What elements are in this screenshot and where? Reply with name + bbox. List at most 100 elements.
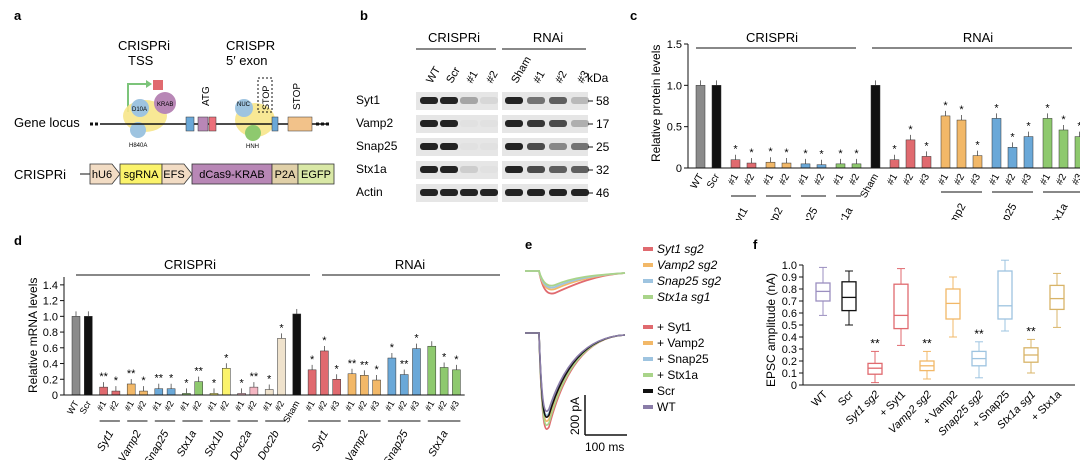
legend-label: Scr	[657, 384, 675, 398]
blot-lane-7: #3	[575, 69, 592, 86]
legend-swatch	[643, 295, 653, 299]
construct-map: hU6 sgRNA EFS dCas9-KRAB P2A EGFP	[89, 163, 335, 185]
bar-label: #3	[408, 399, 422, 413]
d-group-rnai: RNAi	[395, 257, 425, 272]
bar	[1007, 147, 1018, 169]
significance-star: *	[454, 354, 459, 366]
blot-band	[571, 143, 589, 150]
bar-label: #1	[95, 399, 109, 413]
y-tick-label: 0	[676, 163, 682, 175]
d-sublabel: Stx1a	[175, 429, 199, 459]
bar-label: #2	[901, 172, 916, 188]
significance-star: *	[390, 342, 395, 354]
nuc-label: NUC	[237, 102, 251, 108]
bar	[71, 316, 81, 396]
legend-swatch	[643, 389, 653, 393]
significance-star: *	[310, 354, 315, 366]
h840a-ball	[130, 122, 146, 138]
blot-protein-stx1a: Stx1a	[356, 162, 387, 176]
bar-label: #3	[1019, 172, 1034, 188]
bar-label: #3	[917, 172, 932, 188]
bar	[889, 159, 900, 169]
significance-star: *	[322, 335, 327, 347]
bar-label: Sham	[859, 172, 882, 200]
significance-star: *	[994, 102, 999, 114]
bar	[277, 338, 286, 396]
bar	[940, 115, 951, 169]
blot-band	[440, 120, 458, 127]
significance-star: *	[975, 140, 980, 152]
bar	[835, 163, 846, 169]
nuc-ball	[235, 99, 253, 117]
blot-band	[549, 143, 567, 150]
hnh-label: HNH	[246, 144, 259, 150]
exon-box-5	[287, 116, 313, 132]
significance-star: **	[250, 371, 259, 383]
bar-label: #2	[190, 399, 204, 413]
stop-boxed-label: STOP	[261, 86, 271, 110]
legend-swatch	[643, 263, 653, 267]
bar	[126, 383, 136, 396]
epsc-amplitude-chart: f EPSC amplitude (nA) 00.10.20.30.40.50.…	[753, 237, 1075, 439]
blot-band	[420, 166, 438, 173]
y-tick-label: 0.3	[782, 344, 797, 356]
significance-star: *	[768, 146, 773, 158]
bar-label: #2	[1054, 172, 1069, 188]
significance-star: *	[943, 100, 948, 112]
bar-label: #1	[343, 399, 357, 413]
bar	[264, 389, 274, 396]
blot-band	[460, 97, 478, 104]
c-ylabel: Relative protein levels	[649, 45, 663, 162]
significance-star: **	[400, 359, 409, 371]
significance-star: *	[1045, 102, 1050, 114]
blot-rows: Syt1 58 Vamp2 17 Snap25 25 Stx1a 32 Actin 46	[356, 92, 610, 202]
y-tick-label: 0.5	[667, 122, 682, 134]
bar-label: #2	[395, 399, 409, 413]
significance-star: *	[224, 352, 229, 364]
significance-star: *	[114, 375, 119, 387]
bar-label: #1	[260, 399, 274, 413]
bar-label: #1	[150, 399, 164, 413]
legend-label: Stx1a sg1	[657, 290, 710, 304]
panel-b: b CRISPRi RNAi kDa WT Scr #1 #2 Sham #1 #2 #3 S…	[350, 0, 620, 220]
y-tick-label: 1.5	[667, 39, 682, 51]
y-tick-label: 0.2	[43, 374, 58, 386]
box-label: Scr	[836, 388, 856, 408]
significance-star: *	[892, 144, 897, 156]
y-tick-label: 0.2	[782, 356, 797, 368]
construct-part-egfp	[297, 163, 335, 185]
bar	[154, 388, 164, 396]
bar-label: #3	[328, 399, 342, 413]
box	[893, 283, 909, 330]
bar-label: #2	[245, 399, 259, 413]
blot-band	[571, 189, 589, 196]
bar-label: #1	[796, 172, 811, 188]
significance-star: *	[733, 144, 738, 156]
c-sublabel: Snap25	[791, 206, 820, 221]
bar-label: #1	[987, 172, 1002, 188]
y-tick-label: 0.6	[782, 308, 797, 320]
bar-label: #2	[315, 399, 329, 413]
h840a-label: H840A	[129, 143, 147, 149]
c-sublabel: Stx1a	[831, 205, 856, 220]
blot-band	[527, 189, 545, 196]
bar-label: #1	[122, 399, 136, 413]
blot-band	[527, 143, 545, 150]
crispri-tss-label-2: TSS	[128, 53, 154, 68]
trace-knockdown	[525, 270, 626, 287]
y-tick-label: 0.4	[782, 332, 797, 344]
bar	[320, 350, 329, 396]
significance-star: *	[1010, 131, 1015, 143]
bar-label: #2	[107, 399, 121, 413]
significance-star: *	[335, 363, 340, 375]
panel-a: a CRISPRi TSS CRISPR 5′ exon D10A KRAB H…	[0, 0, 350, 220]
significance-star: **	[155, 373, 164, 385]
legend-label: WT	[657, 400, 676, 414]
significance-star: *	[279, 322, 284, 334]
c-group-rnai: RNAi	[963, 30, 993, 45]
bar-label: #2	[952, 172, 967, 188]
y-tick-label: 1.0	[667, 80, 682, 92]
legend-top: Syt1 sg2 Vamp2 sg2 Snap25 sg2 Stx1a sg1	[643, 242, 721, 304]
blot-band	[549, 97, 567, 104]
c-sublabel: Vamp2	[941, 202, 968, 221]
